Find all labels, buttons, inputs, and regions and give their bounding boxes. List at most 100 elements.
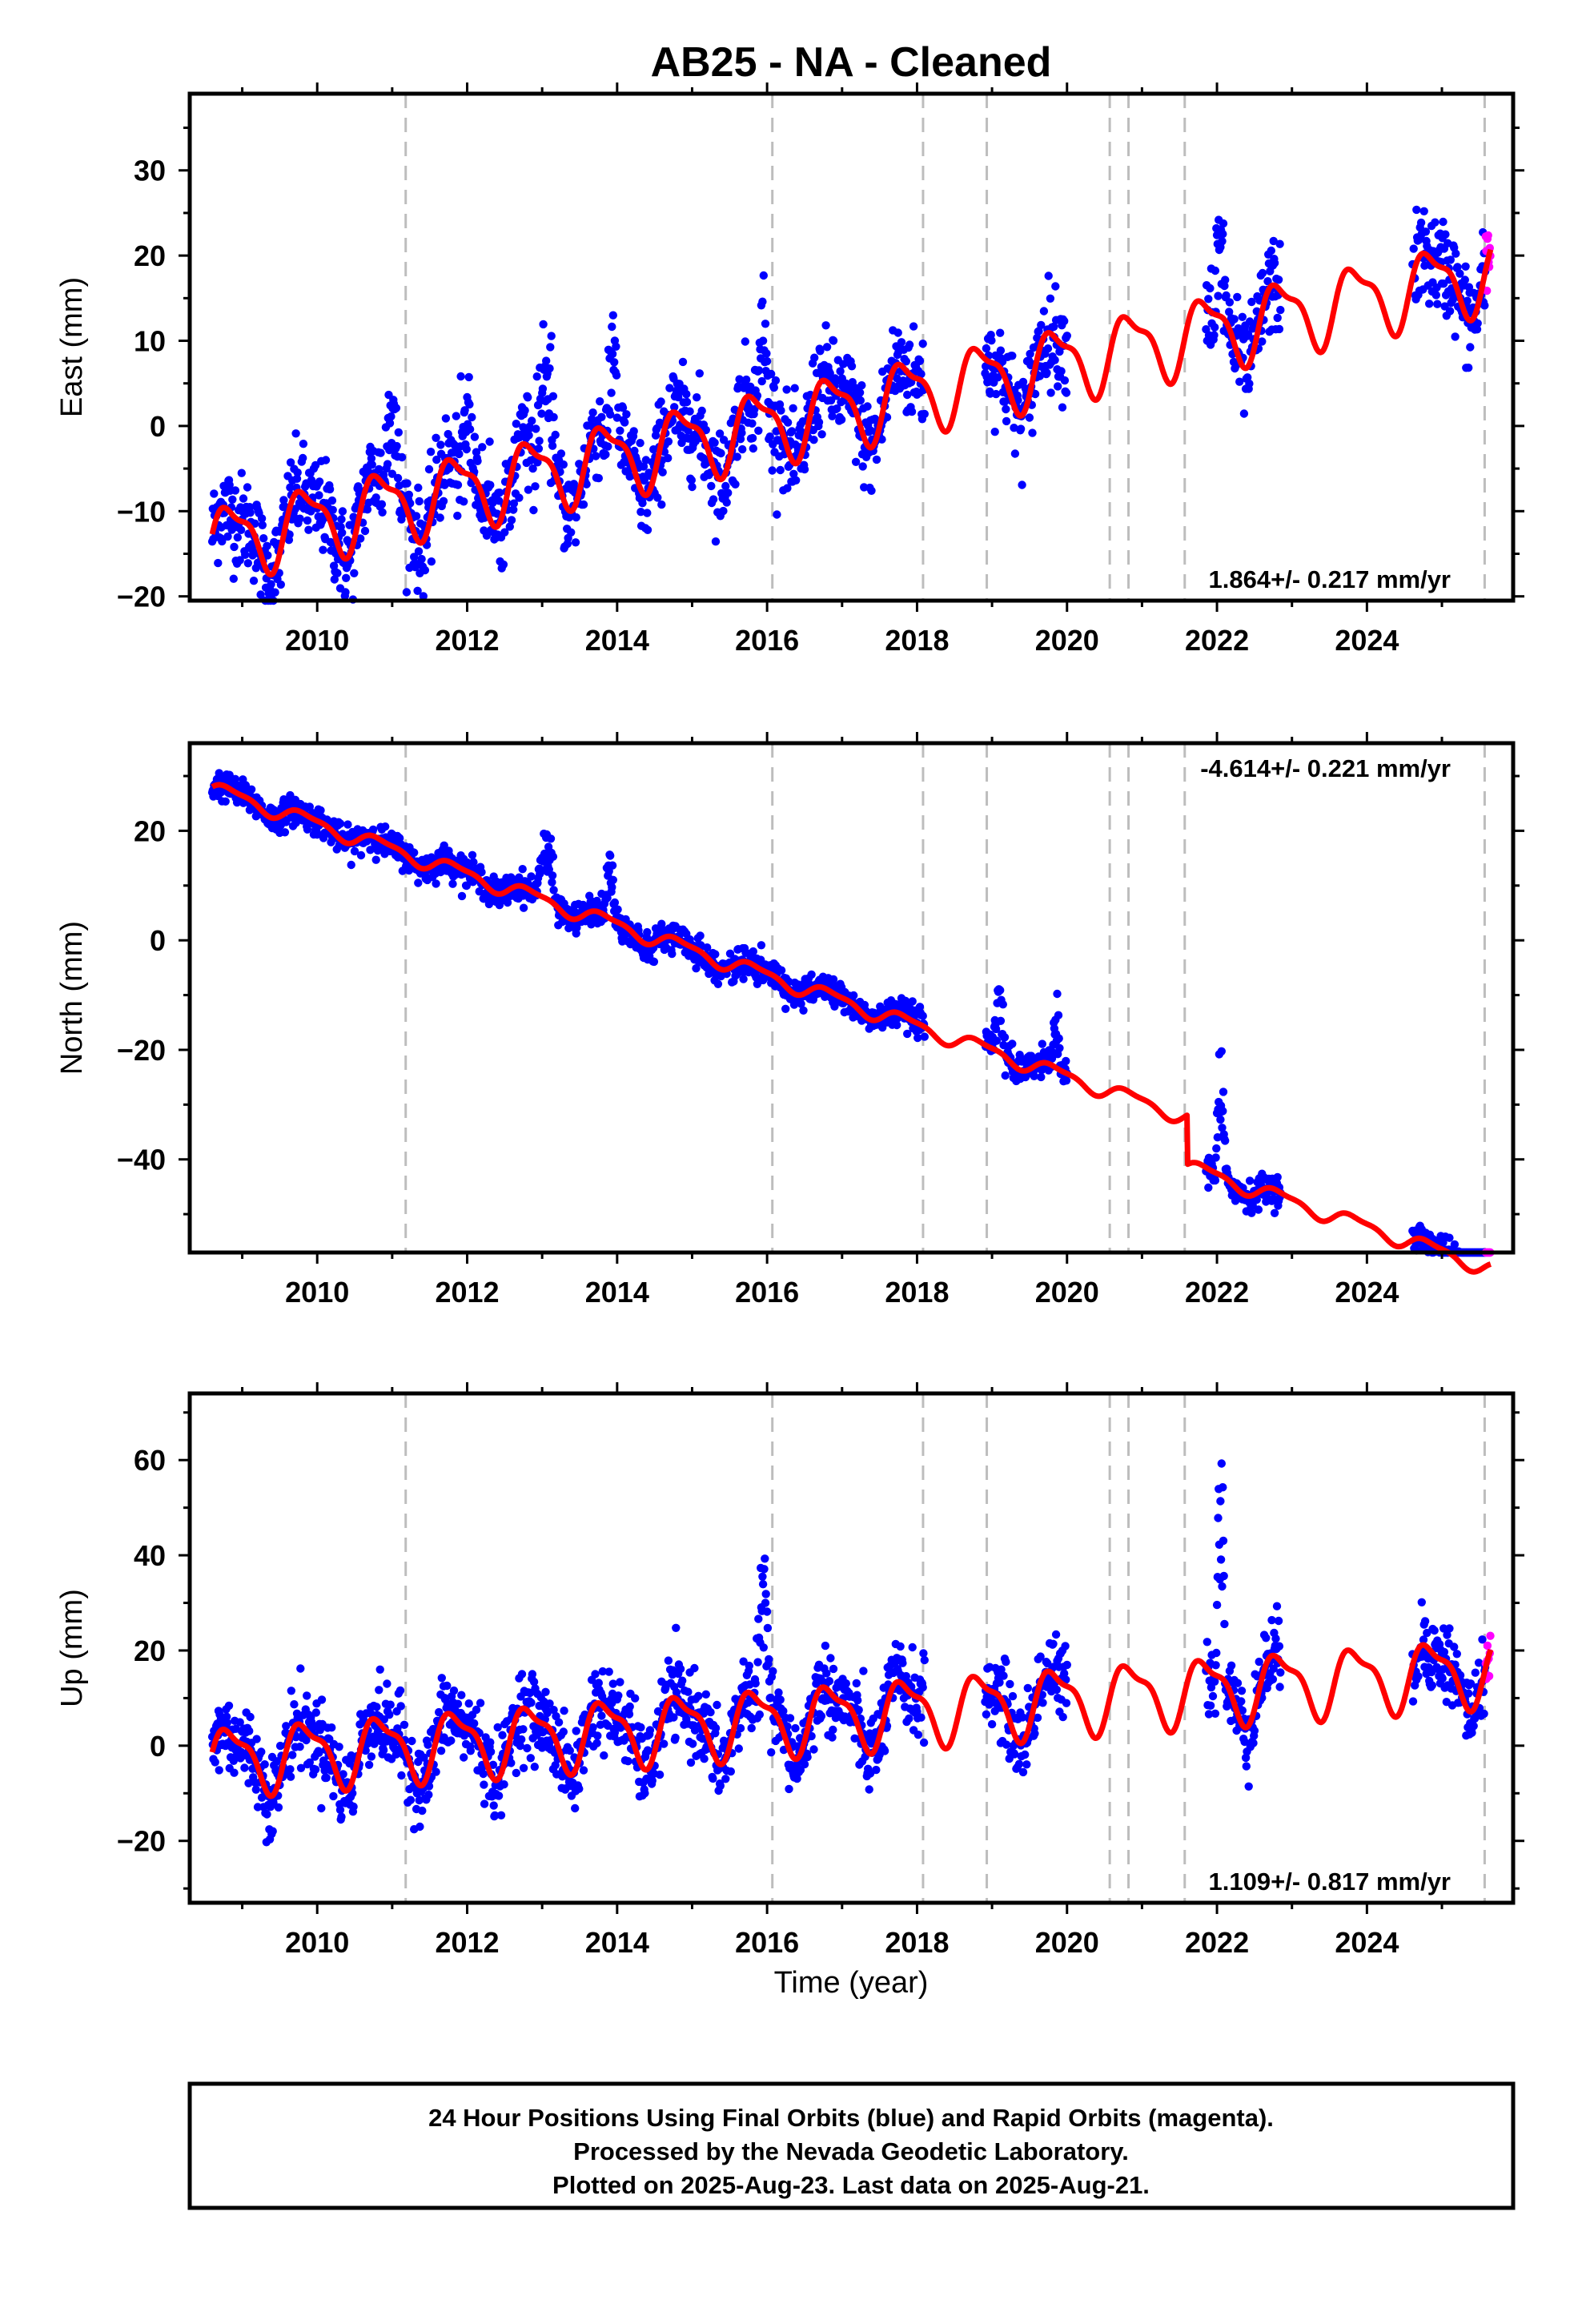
final-orbit-point — [822, 1669, 831, 1678]
final-orbit-point — [479, 1769, 488, 1779]
final-orbit-point — [528, 416, 536, 425]
final-orbit-point — [457, 1691, 466, 1699]
final-orbit-point — [604, 1667, 613, 1676]
final-orbit-point — [855, 388, 865, 397]
final-orbit-point — [443, 1681, 452, 1691]
final-orbit-point — [737, 428, 746, 437]
final-orbit-point — [624, 1710, 634, 1719]
final-orbit-point — [575, 1784, 584, 1793]
x-tick-label: 2010 — [285, 624, 349, 657]
final-orbit-point — [528, 464, 537, 473]
final-orbit-point — [987, 1719, 997, 1729]
final-orbit-point — [999, 1671, 1008, 1680]
final-orbit-point — [408, 1736, 416, 1746]
final-orbit-point — [761, 1590, 770, 1598]
final-orbit-point — [1412, 205, 1421, 215]
final-orbit-point — [291, 505, 299, 513]
final-orbit-point — [640, 1789, 649, 1798]
final-orbit-point — [403, 479, 412, 488]
final-orbit-point — [600, 1751, 608, 1760]
final-orbit-point — [1062, 1660, 1072, 1670]
final-orbit-point — [763, 1623, 773, 1633]
final-orbit-point — [857, 381, 866, 390]
final-orbit-point — [717, 448, 725, 458]
final-orbit-point — [414, 483, 423, 493]
final-orbit-point — [893, 328, 902, 337]
final-orbit-point — [247, 785, 256, 794]
final-orbit-point — [1250, 1727, 1259, 1735]
final-orbit-point — [625, 1702, 634, 1711]
final-orbit-point — [354, 482, 363, 491]
final-orbit-point — [765, 1655, 773, 1664]
x-tick-label: 2012 — [435, 624, 499, 657]
final-orbit-point — [721, 481, 730, 491]
final-orbit-point — [608, 883, 616, 892]
final-orbit-point — [524, 431, 533, 440]
final-orbit-point — [828, 412, 837, 420]
final-orbit-point — [1058, 403, 1067, 412]
final-orbit-point — [1046, 294, 1055, 303]
final-orbit-point — [707, 481, 716, 491]
final-orbit-point — [396, 1702, 405, 1711]
final-orbit-point — [452, 412, 460, 420]
final-orbit-point — [1062, 332, 1072, 340]
final-orbit-point — [1037, 320, 1046, 330]
final-orbit-point — [1023, 1683, 1033, 1693]
final-orbit-point — [468, 412, 476, 422]
final-orbit-point — [538, 384, 548, 393]
final-orbit-point — [920, 1655, 930, 1665]
final-orbit-point — [877, 435, 886, 444]
final-orbit-point — [896, 1642, 905, 1651]
final-orbit-point — [620, 418, 629, 427]
final-orbit-point — [1006, 1679, 1014, 1689]
final-orbit-point — [556, 449, 566, 458]
final-orbit-point — [375, 1686, 383, 1695]
final-orbit-point — [1275, 1683, 1284, 1691]
final-orbit-point — [1245, 1176, 1255, 1185]
final-orbit-point — [539, 320, 548, 329]
final-orbit-point — [1276, 305, 1285, 315]
x-tick-label: 2016 — [735, 624, 799, 657]
y-tick-label: 30 — [134, 155, 166, 187]
final-orbit-point — [350, 569, 359, 577]
final-orbit-point — [800, 1759, 809, 1769]
final-orbit-point — [424, 1790, 433, 1799]
final-orbit-point — [327, 496, 337, 505]
final-orbit-point — [776, 1695, 785, 1704]
final-orbit-point — [1221, 1136, 1230, 1145]
final-orbit-point — [789, 469, 798, 478]
final-orbit-point — [494, 1791, 504, 1800]
final-orbit-point — [559, 1727, 568, 1736]
final-orbit-point — [996, 1016, 1006, 1026]
final-orbit-point — [379, 1746, 388, 1755]
final-orbit-point — [240, 1763, 249, 1772]
final-orbit-point — [311, 460, 320, 470]
x-tick-label: 2022 — [1185, 1276, 1249, 1309]
final-orbit-point — [608, 875, 617, 885]
final-orbit-point — [982, 362, 990, 371]
final-orbit-point — [229, 574, 238, 583]
final-orbit-point — [664, 1656, 673, 1665]
final-orbit-point — [542, 356, 551, 365]
final-orbit-point — [867, 486, 876, 495]
final-orbit-point — [689, 1739, 697, 1748]
final-orbit-point — [618, 404, 628, 412]
final-orbit-point — [582, 480, 591, 489]
final-orbit-point — [1445, 1233, 1454, 1242]
final-orbit-point — [1025, 413, 1034, 422]
final-orbit-point — [279, 496, 288, 505]
final-orbit-point — [998, 1000, 1008, 1009]
final-orbit-point — [311, 1708, 320, 1717]
final-orbit-point — [415, 497, 424, 506]
final-orbit-point — [274, 1803, 283, 1812]
final-orbit-point — [982, 344, 991, 353]
final-orbit-point — [239, 494, 248, 503]
final-orbit-point — [799, 1006, 808, 1015]
final-orbit-point — [1054, 1034, 1063, 1043]
final-orbit-point — [1211, 1661, 1220, 1670]
final-orbit-point — [417, 554, 426, 564]
final-orbit-point — [829, 1664, 838, 1674]
final-orbit-point — [1206, 283, 1215, 293]
final-orbit-point — [512, 1768, 520, 1778]
